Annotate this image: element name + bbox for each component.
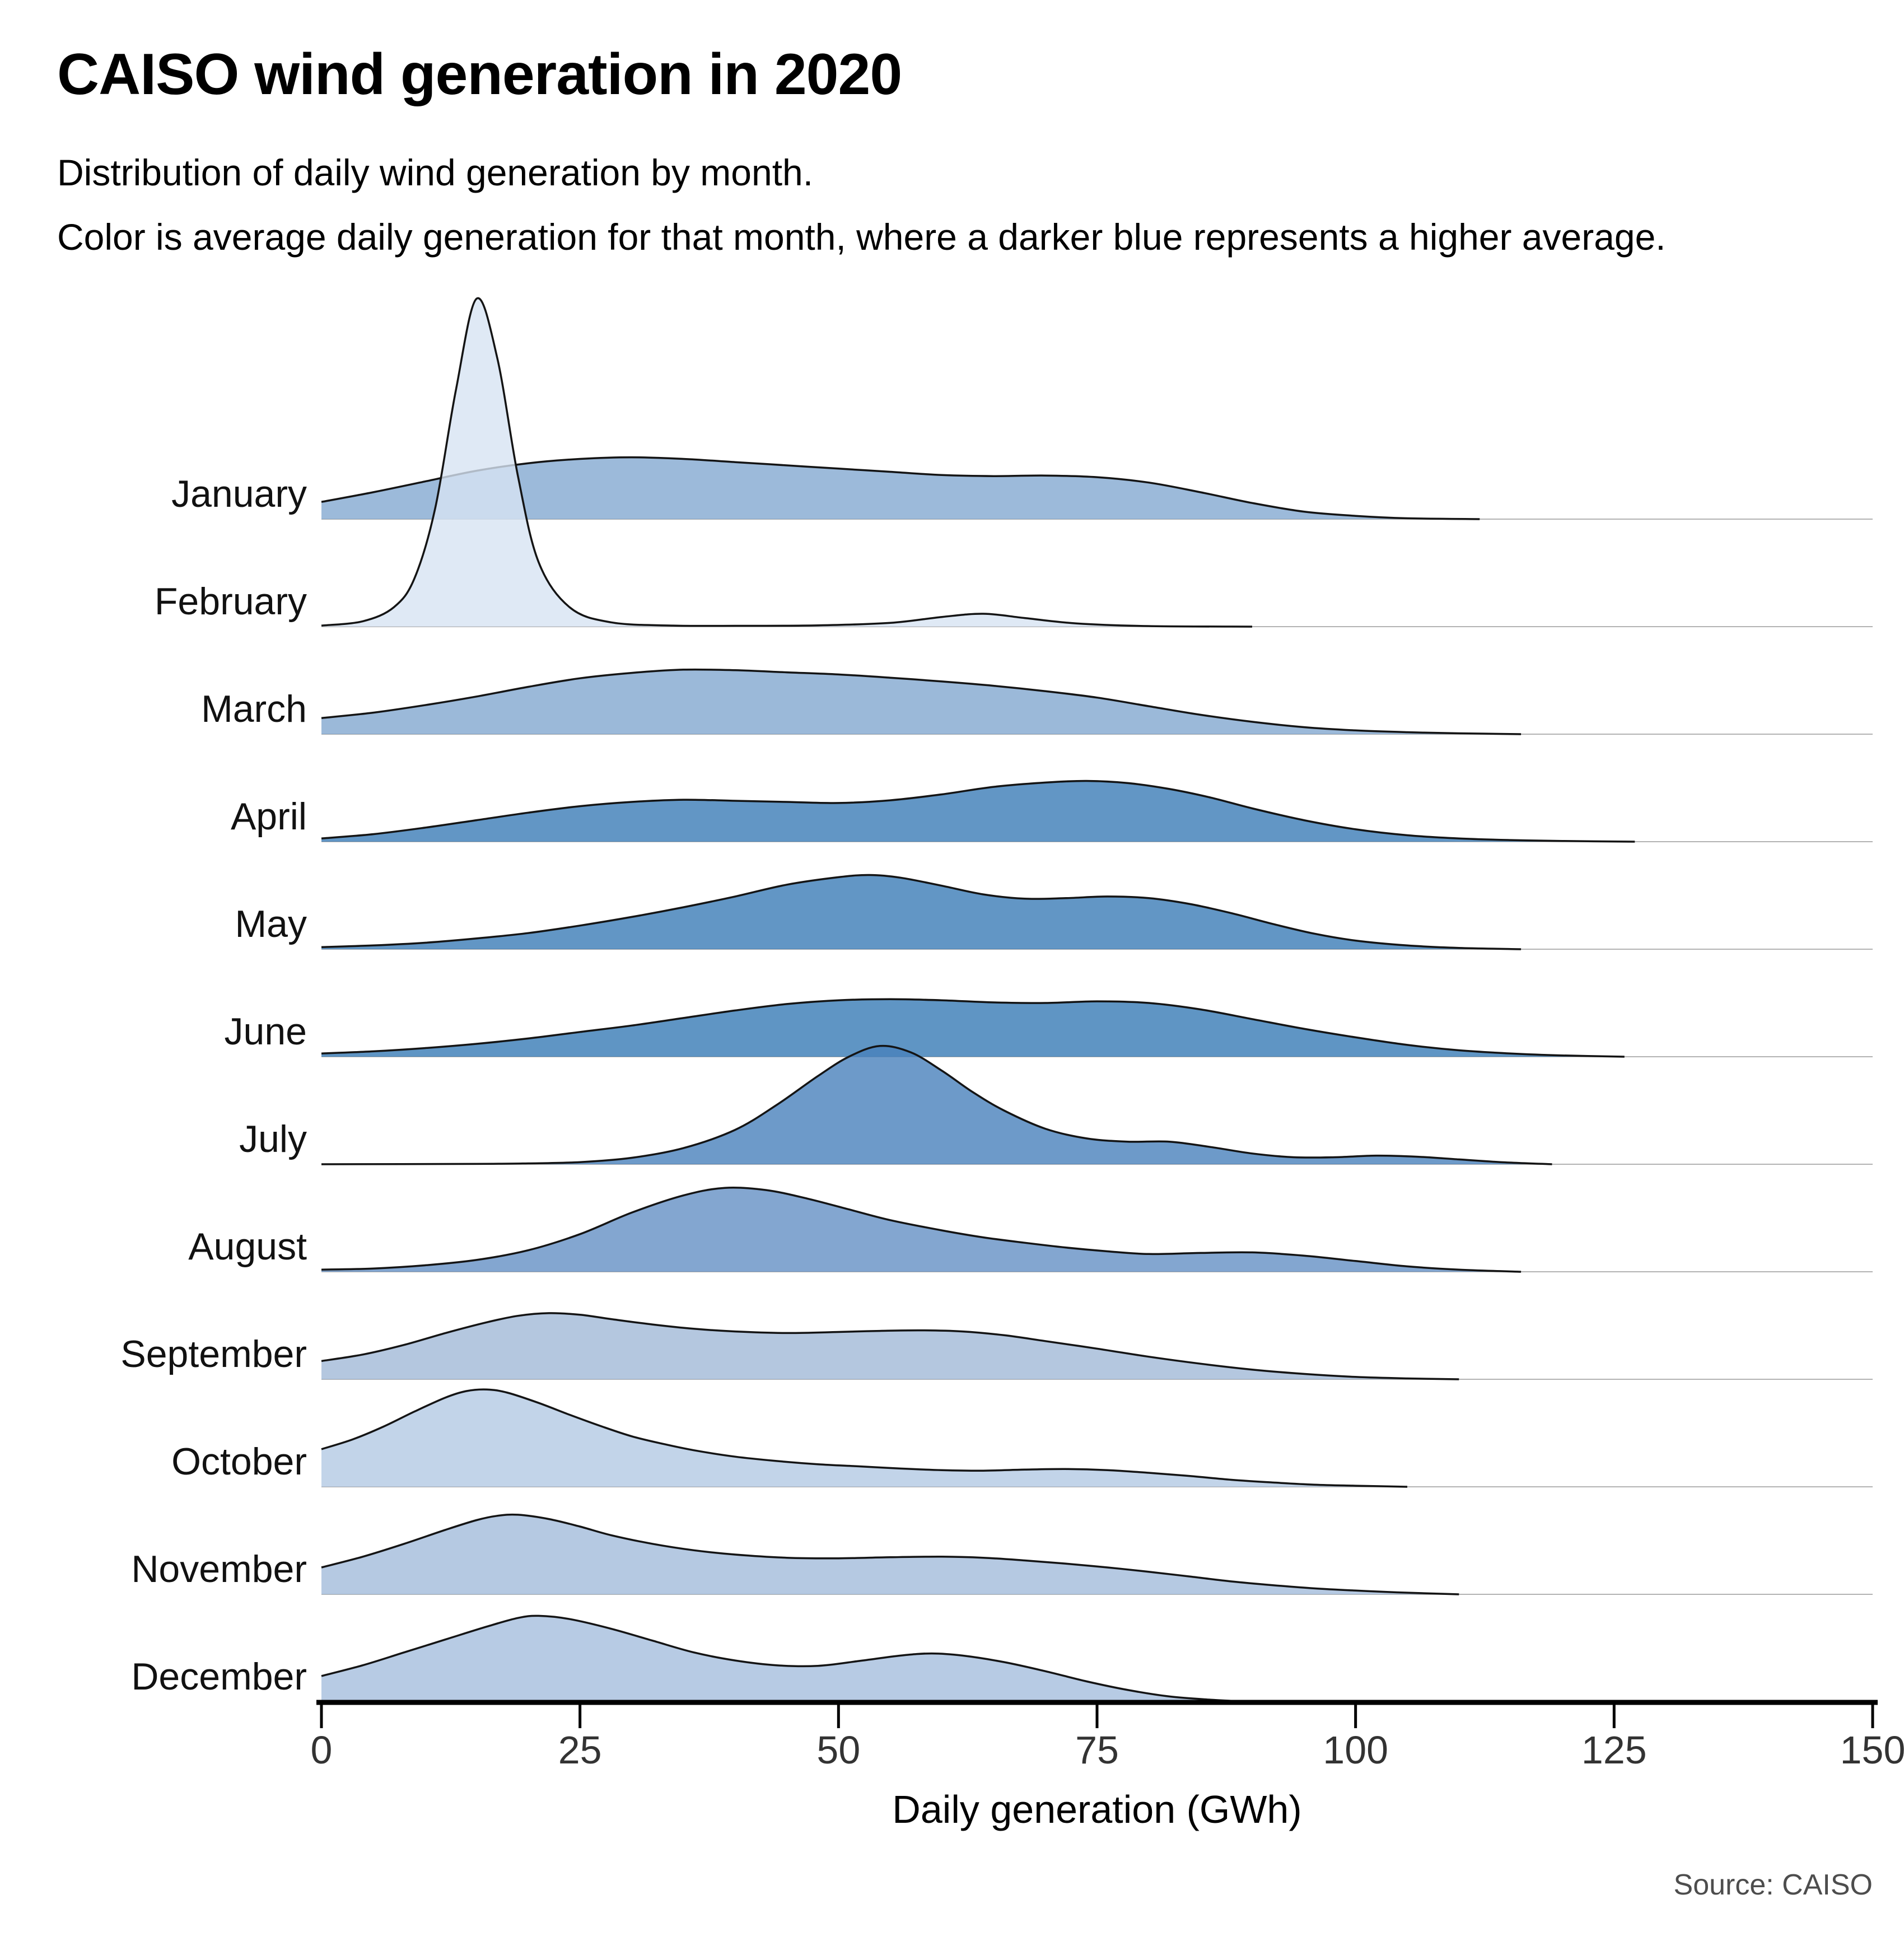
ridge-outline-september bbox=[321, 1312, 1459, 1380]
ridge-fill-may bbox=[321, 875, 1522, 949]
month-label-january: January bbox=[171, 473, 307, 515]
month-label-november: November bbox=[131, 1548, 307, 1590]
ridge-fill-december bbox=[321, 1616, 1252, 1702]
ridge-fill-june bbox=[321, 999, 1625, 1057]
ridge-fill-september bbox=[321, 1313, 1459, 1379]
ridge-outline-june bbox=[321, 998, 1625, 1058]
x-tick-label-75: 75 bbox=[1075, 1728, 1119, 1772]
chart-title: CAISO wind generation in 2020 bbox=[57, 42, 902, 107]
ridge-outline-april bbox=[321, 780, 1635, 843]
chart-subtitle-line1: Distribution of daily wind generation by… bbox=[57, 152, 814, 193]
x-tick-label-125: 125 bbox=[1581, 1728, 1647, 1772]
ridge-outline-march bbox=[321, 668, 1522, 735]
ridge-fill-july bbox=[321, 1046, 1552, 1164]
month-label-july: July bbox=[239, 1118, 307, 1160]
ridge-fill-october bbox=[321, 1389, 1407, 1487]
ridge-fill-august bbox=[321, 1187, 1522, 1272]
x-axis-label: Daily generation (GWh) bbox=[892, 1788, 1302, 1831]
ridge-outline-december bbox=[321, 1614, 1253, 1703]
chart-subtitle-line2: Color is average daily generation for th… bbox=[57, 216, 1666, 258]
ridge-fill-february bbox=[321, 298, 1252, 627]
x-tick-label-25: 25 bbox=[558, 1728, 602, 1772]
x-tick-label-50: 50 bbox=[816, 1728, 860, 1772]
ridge-outline-october bbox=[321, 1388, 1408, 1488]
ridge-outline-february bbox=[321, 297, 1253, 628]
ridge-fill-november bbox=[321, 1514, 1459, 1594]
source-note: Source: CAISO bbox=[1673, 1869, 1873, 1901]
ridge-outline-november bbox=[321, 1513, 1459, 1595]
x-tick-label-100: 100 bbox=[1323, 1728, 1388, 1772]
month-label-october: October bbox=[171, 1440, 307, 1483]
x-tick-label-150: 150 bbox=[1840, 1728, 1904, 1772]
ridge-outline-august bbox=[321, 1186, 1522, 1273]
ridge-fill-january bbox=[321, 457, 1480, 519]
month-label-april: April bbox=[231, 795, 307, 838]
ridge-outline-may bbox=[321, 874, 1522, 950]
month-label-march: March bbox=[201, 688, 307, 730]
month-label-september: September bbox=[120, 1333, 307, 1375]
x-tick-label-0: 0 bbox=[311, 1728, 333, 1772]
ridge-outline-july bbox=[321, 1044, 1552, 1165]
ridge-fill-april bbox=[321, 781, 1635, 842]
month-label-may: May bbox=[235, 903, 307, 945]
month-label-august: August bbox=[188, 1225, 307, 1268]
month-label-february: February bbox=[155, 580, 307, 623]
month-label-december: December bbox=[131, 1655, 307, 1698]
month-label-june: June bbox=[225, 1010, 307, 1053]
